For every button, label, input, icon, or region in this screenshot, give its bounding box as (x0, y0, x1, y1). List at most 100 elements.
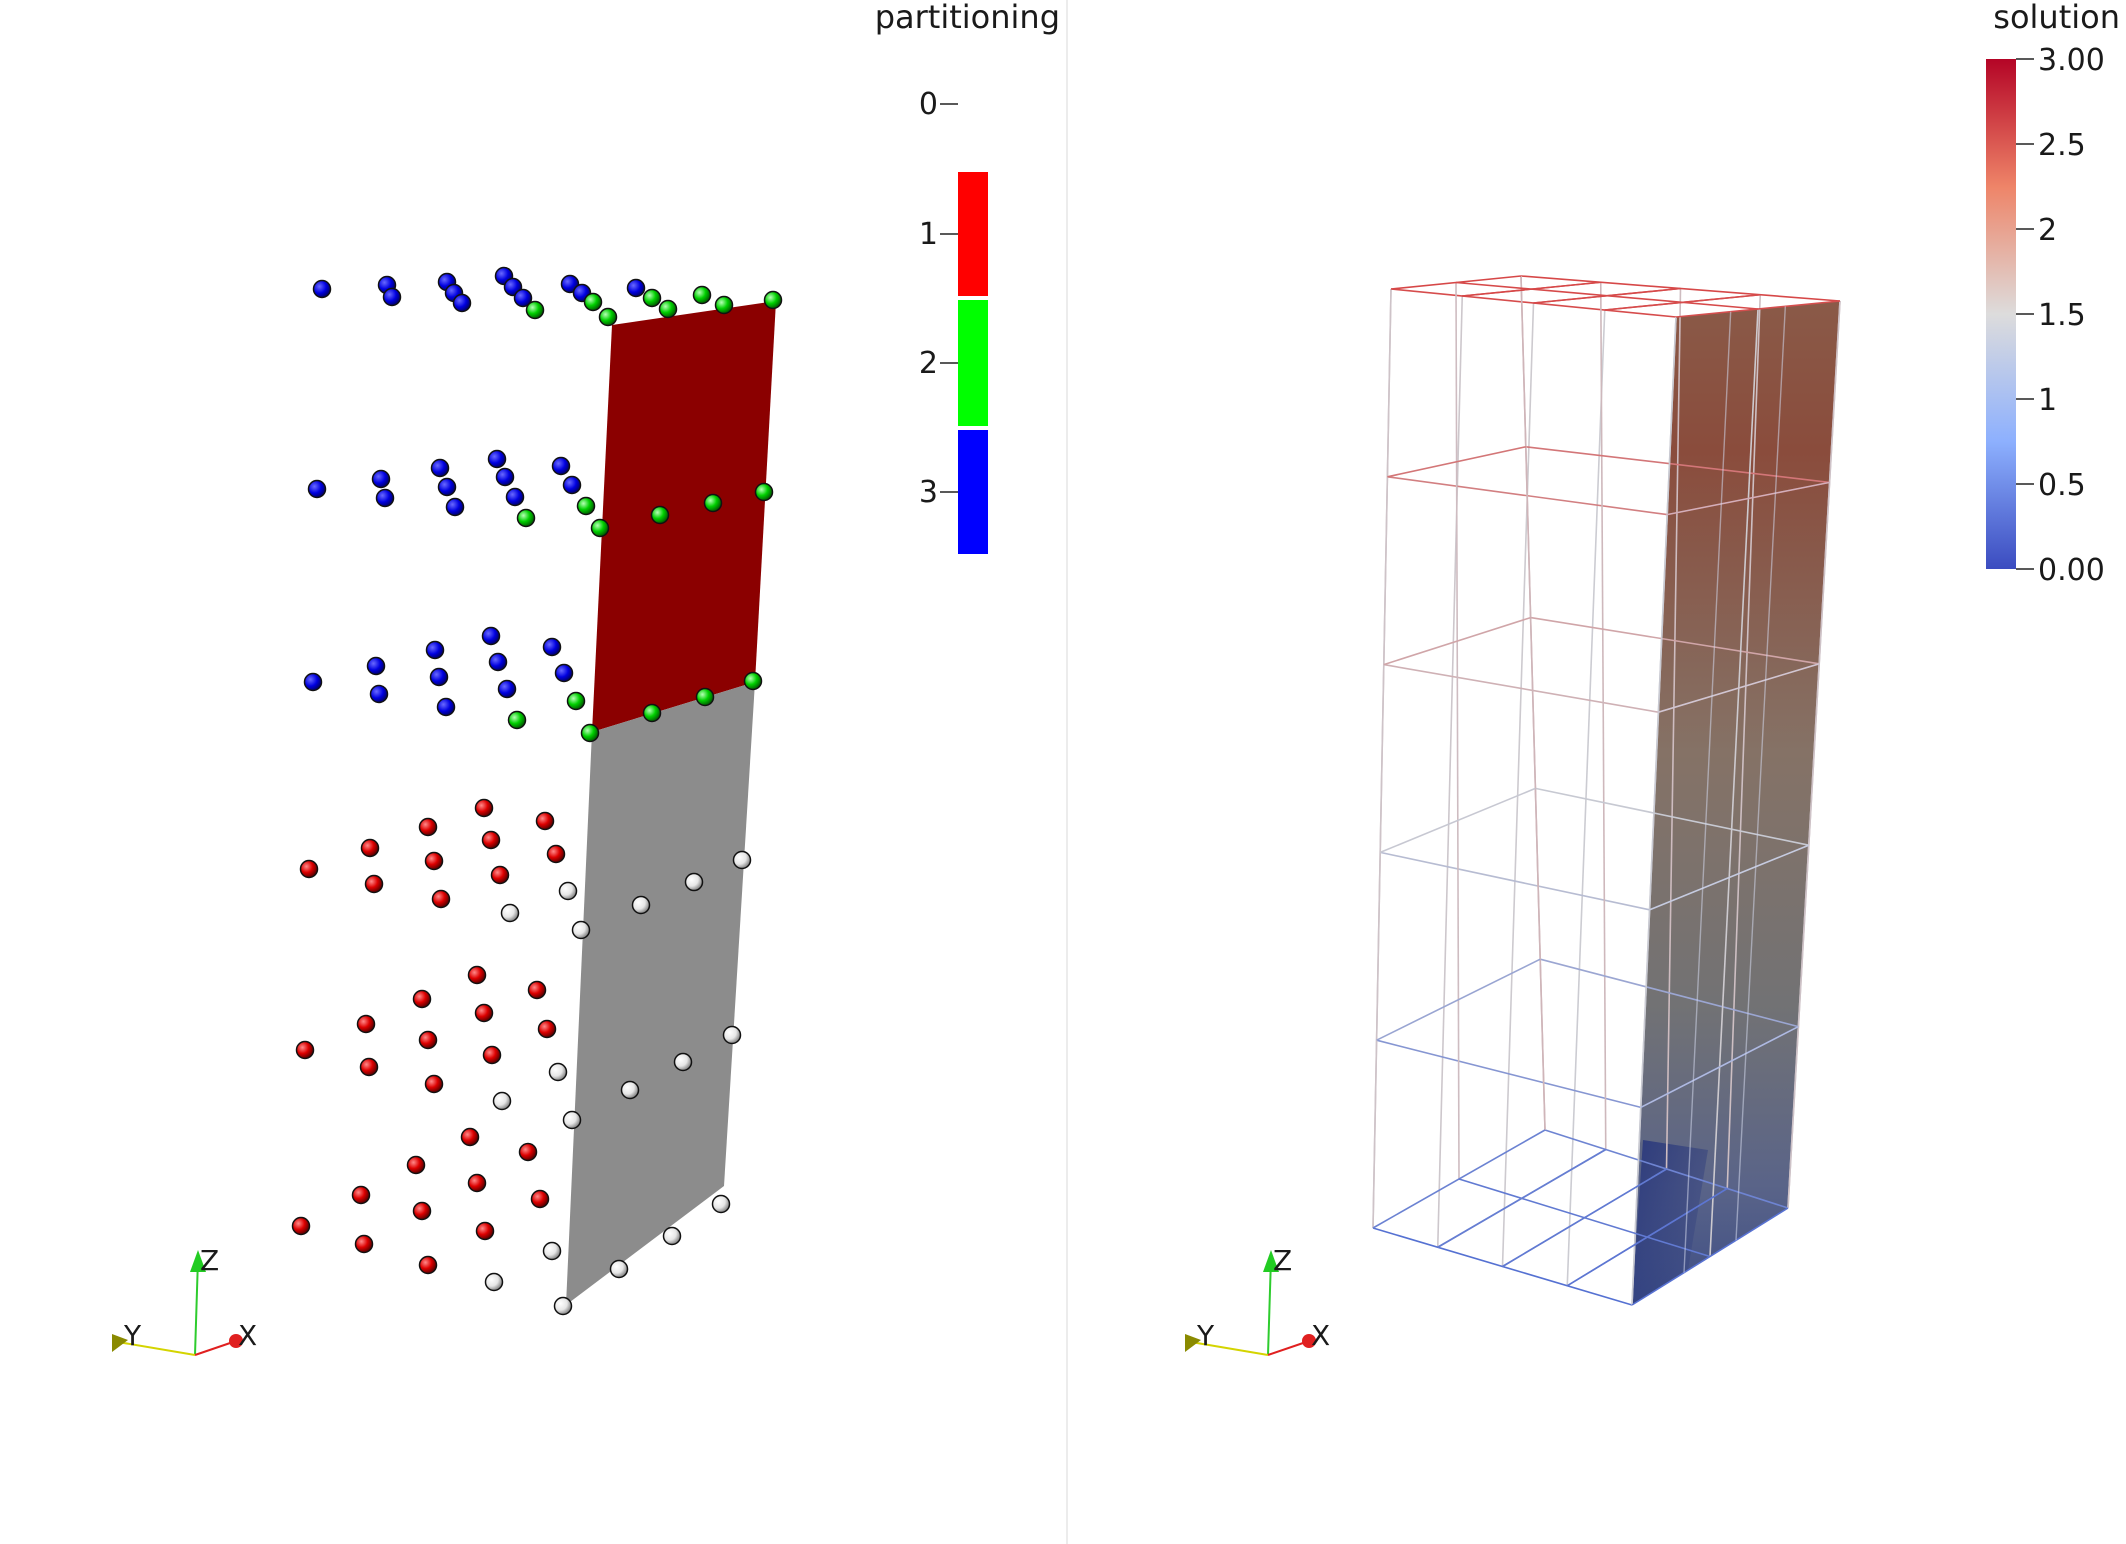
legend-swatch-1 (958, 172, 988, 296)
y-axis-arrow (112, 1334, 128, 1352)
colorbar-tick-label: 0.00 (2038, 553, 2105, 588)
wire-edge (1535, 787, 1809, 846)
wire-edge (1502, 1168, 1667, 1268)
partitioning-3d-scene[interactable]: Z Y X partitioning 0 1 2 3 (0, 0, 1068, 1544)
partition-point (369, 684, 389, 704)
render-view-solution[interactable]: Z Y X solution 3.00 2.5 2 1.5 1 0.5 0.00 (1068, 0, 2126, 1544)
partition-point (518, 1142, 538, 1162)
partition-point (429, 667, 449, 687)
partition-point (371, 469, 391, 489)
wire-edge (1599, 282, 1607, 1150)
partition-point (620, 1080, 640, 1100)
legend-label-2: 2 (919, 346, 938, 381)
wire-edge (1501, 302, 1535, 1267)
wire-edge (1376, 1039, 1641, 1109)
partition-point (703, 493, 723, 513)
wire-edge (1726, 294, 1762, 1189)
colorbar-tick-label: 2.5 (2038, 128, 2086, 163)
partition-point (542, 637, 562, 657)
partition-point (412, 989, 432, 1009)
partition-point (487, 449, 507, 469)
partition-point (684, 872, 704, 892)
solution-colorbar (1986, 59, 2016, 569)
orientation-axes: Z Y X (112, 1244, 257, 1356)
partition-point (732, 850, 752, 870)
partition-point (366, 656, 386, 676)
legend-swatch-2 (958, 300, 988, 426)
colorbar-tick-label: 2 (2038, 213, 2057, 248)
view-divider[interactable] (1066, 0, 1068, 1544)
wire-edge (1455, 282, 1460, 1180)
partition-point (714, 295, 734, 315)
partition-point (307, 479, 327, 499)
solution-wireframe (1372, 275, 1841, 1306)
y-axis-line (1190, 1341, 1269, 1356)
wire-edge (1383, 663, 1659, 713)
solution-3d-scene[interactable]: Z Y X solution 3.00 2.5 2 1.5 1 0.5 0.00 (1068, 0, 2126, 1544)
wire-edge (1631, 316, 1677, 1306)
partition-point (490, 865, 510, 885)
colorbar-tick-label: 1.5 (2038, 298, 2086, 333)
partition-point (359, 1057, 379, 1077)
x-axis-label: X (238, 1319, 257, 1352)
partition-point (452, 293, 472, 313)
wire-edge (1665, 288, 1682, 1170)
legend-label-1: 1 (919, 217, 938, 252)
partition-point (609, 1259, 629, 1279)
y-axis-line (117, 1341, 196, 1356)
partition-face-upper (592, 301, 776, 732)
wire-edge (1525, 446, 1830, 484)
legend-label-3: 3 (919, 475, 938, 510)
partition-point (364, 874, 384, 894)
partition-point (382, 287, 402, 307)
partition-point (513, 288, 533, 308)
partition-point (495, 467, 515, 487)
solution-colorbar-ticks: 3.00 2.5 2 1.5 1 0.5 0.00 (2016, 43, 2105, 588)
partition-point (475, 1221, 495, 1241)
partition-point (474, 1003, 494, 1023)
partition-points (291, 266, 783, 1316)
wire-edge (1709, 308, 1759, 1257)
partition-point (375, 488, 395, 508)
partition-point (695, 687, 715, 707)
face-grid-line (1649, 844, 1810, 911)
partition-point (642, 288, 662, 308)
y-axis-label: Y (1196, 1319, 1215, 1352)
partition-point (507, 710, 527, 730)
partition-point (554, 663, 574, 683)
wire-edge (1787, 300, 1841, 1209)
partition-point (537, 1019, 557, 1039)
partition-point (530, 1189, 550, 1209)
solution-legend: solution 3.00 2.5 2 1.5 1 0.5 0.00 (1986, 0, 2120, 588)
z-axis-line (194, 1257, 199, 1356)
partition-point (590, 518, 610, 538)
partition-point (571, 920, 591, 940)
partition-point (354, 1234, 374, 1254)
wire-edge (1539, 958, 1799, 1028)
partition-point (482, 1045, 502, 1065)
x-axis-dot (1302, 1334, 1316, 1348)
y-axis-label: Y (123, 1319, 142, 1352)
z-axis-label: Z (200, 1244, 219, 1277)
partition-point (467, 1173, 487, 1193)
partition-point (553, 1296, 573, 1316)
partition-point (626, 278, 646, 298)
partition-point (497, 679, 517, 699)
wire-edge (1462, 281, 1601, 297)
partition-point (431, 889, 451, 909)
partition-point (425, 640, 445, 660)
wire-edge (1436, 295, 1464, 1248)
wire-edge (1383, 616, 1531, 666)
x-axis-line (194, 1340, 237, 1356)
partition-point (299, 859, 319, 879)
partition-point (763, 290, 783, 310)
partition-point (481, 626, 501, 646)
partition-point (722, 1025, 742, 1045)
partition-point (650, 505, 670, 525)
partition-point (474, 798, 494, 818)
partition-point (658, 299, 678, 319)
partition-point (535, 811, 555, 831)
partition-point (430, 458, 450, 478)
render-view-partitioning[interactable]: Z Y X partitioning 0 1 2 3 (0, 0, 1068, 1544)
